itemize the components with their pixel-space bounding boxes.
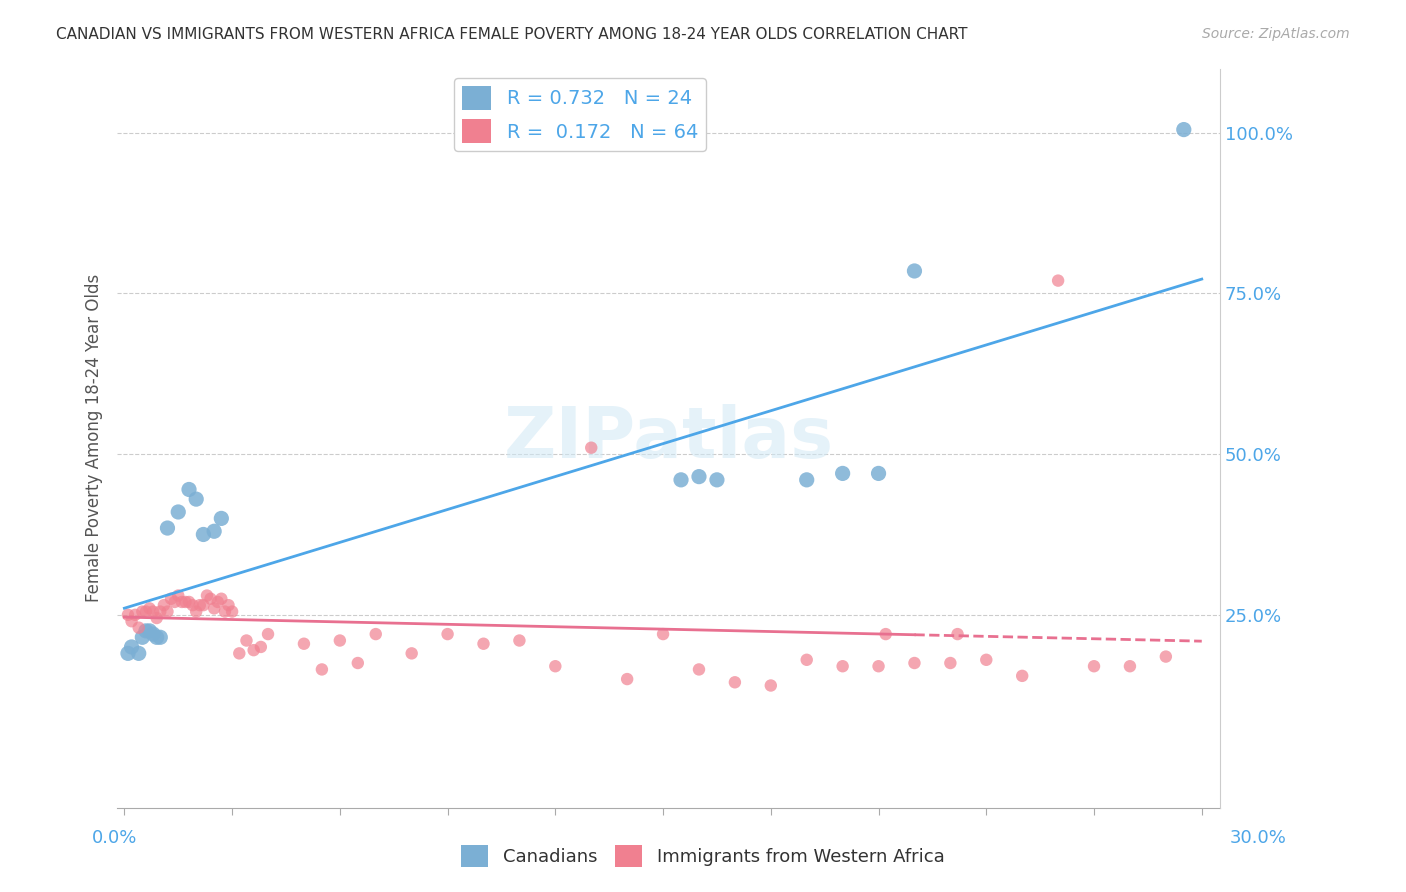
Point	[167, 505, 190, 519]
Point	[875, 627, 897, 641]
Point	[193, 527, 215, 541]
Point	[724, 675, 747, 690]
Point	[160, 591, 183, 606]
Point	[193, 598, 215, 612]
Point	[669, 473, 692, 487]
Point	[156, 521, 179, 535]
Point	[149, 630, 172, 644]
Point	[1154, 649, 1177, 664]
Point	[153, 598, 176, 612]
Point	[1173, 122, 1195, 136]
Point	[436, 627, 458, 641]
Point	[214, 605, 236, 619]
Point	[207, 595, 229, 609]
Point	[135, 624, 157, 638]
Point	[1047, 274, 1070, 288]
Point	[235, 633, 257, 648]
Point	[706, 473, 728, 487]
Point	[903, 264, 925, 278]
Point	[364, 627, 387, 641]
Point	[128, 646, 150, 660]
Point	[759, 679, 782, 693]
Point	[508, 633, 530, 648]
Point	[209, 511, 232, 525]
Point	[544, 659, 567, 673]
Point	[177, 595, 200, 609]
Point	[221, 605, 243, 619]
Point	[346, 656, 368, 670]
Point	[149, 605, 172, 619]
Point	[688, 662, 710, 676]
Text: 30.0%: 30.0%	[1230, 829, 1286, 847]
Point	[195, 589, 218, 603]
Point	[117, 607, 139, 622]
Point	[128, 621, 150, 635]
Point	[167, 589, 190, 603]
Point	[202, 524, 225, 539]
Point	[652, 627, 675, 641]
Point	[138, 624, 160, 638]
Point	[868, 659, 890, 673]
Point	[616, 672, 638, 686]
Point	[142, 627, 165, 641]
Point	[257, 627, 280, 641]
Point	[135, 605, 157, 619]
Point	[186, 492, 208, 507]
Point	[250, 640, 273, 654]
Point	[1119, 659, 1142, 673]
Y-axis label: Female Poverty Among 18-24 Year Olds: Female Poverty Among 18-24 Year Olds	[86, 274, 103, 602]
Legend: Canadians, Immigrants from Western Africa: Canadians, Immigrants from Western Afric…	[454, 838, 952, 874]
Point	[181, 598, 204, 612]
Point	[228, 646, 250, 660]
Point	[946, 627, 969, 641]
Point	[292, 637, 315, 651]
Text: Source: ZipAtlas.com: Source: ZipAtlas.com	[1202, 27, 1350, 41]
Point	[131, 630, 153, 644]
Point	[131, 605, 153, 619]
Point	[121, 614, 143, 628]
Text: CANADIAN VS IMMIGRANTS FROM WESTERN AFRICA FEMALE POVERTY AMONG 18-24 YEAR OLDS : CANADIAN VS IMMIGRANTS FROM WESTERN AFRI…	[56, 27, 967, 42]
Point	[903, 656, 925, 670]
Point	[117, 646, 139, 660]
Point	[121, 640, 143, 654]
Point	[202, 601, 225, 615]
Point	[163, 595, 186, 609]
Point	[177, 483, 200, 497]
Point	[209, 591, 232, 606]
Point	[1011, 669, 1033, 683]
Point	[156, 605, 179, 619]
Point	[1083, 659, 1105, 673]
Legend: R = 0.732   N = 24, R =  0.172   N = 64: R = 0.732 N = 24, R = 0.172 N = 64	[454, 78, 706, 151]
Text: ZIPatlas: ZIPatlas	[503, 403, 834, 473]
Point	[138, 601, 160, 615]
Text: 0.0%: 0.0%	[91, 829, 136, 847]
Point	[200, 591, 222, 606]
Point	[868, 467, 890, 481]
Point	[329, 633, 352, 648]
Point	[242, 643, 264, 657]
Point	[186, 605, 208, 619]
Point	[939, 656, 962, 670]
Point	[401, 646, 423, 660]
Point	[974, 653, 997, 667]
Point	[145, 611, 167, 625]
Point	[472, 637, 495, 651]
Point	[581, 441, 603, 455]
Point	[831, 467, 853, 481]
Point	[142, 605, 165, 619]
Point	[218, 598, 240, 612]
Point	[796, 473, 818, 487]
Point	[145, 630, 167, 644]
Point	[796, 653, 818, 667]
Point	[688, 469, 710, 483]
Point	[174, 595, 197, 609]
Point	[831, 659, 853, 673]
Point	[188, 598, 211, 612]
Point	[170, 595, 193, 609]
Point	[311, 662, 333, 676]
Point	[124, 607, 146, 622]
